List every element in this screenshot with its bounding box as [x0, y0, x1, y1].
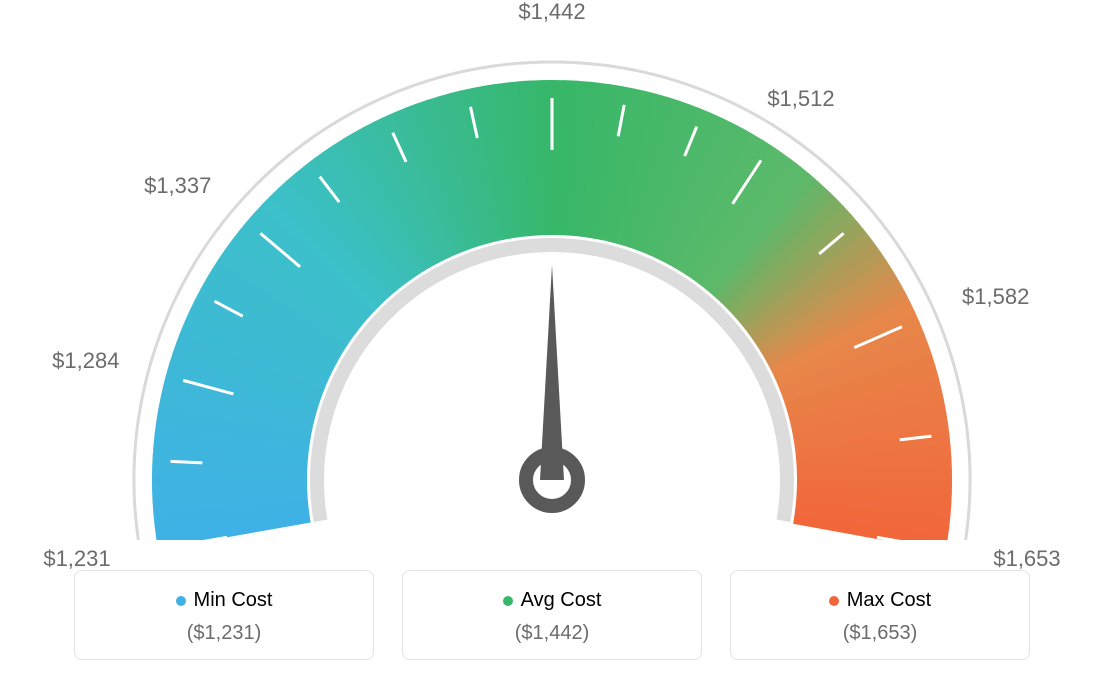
- gauge-tick-label: $1,653: [993, 546, 1060, 572]
- gauge-tick-label: $1,284: [52, 348, 119, 374]
- legend-card-min: Min Cost ($1,231): [74, 570, 374, 660]
- gauge-svg: [20, 20, 1084, 540]
- gauge-tick-label: $1,231: [43, 546, 110, 572]
- gauge-tick-label: $1,582: [962, 284, 1029, 310]
- gauge-tick-label: $1,442: [518, 0, 585, 25]
- legend-title-min: Min Cost: [85, 589, 363, 612]
- legend-value-min: ($1,231): [85, 622, 363, 645]
- legend-dot-max: [829, 596, 839, 606]
- legend-value-avg: ($1,442): [413, 622, 691, 645]
- legend-title-avg: Avg Cost: [413, 589, 691, 612]
- legend-title-max: Max Cost: [741, 589, 1019, 612]
- gauge-chart: $1,231$1,284$1,337$1,442$1,512$1,582$1,6…: [20, 20, 1084, 550]
- legend-dot-min: [176, 596, 186, 606]
- gauge-tick-label: $1,512: [767, 86, 834, 112]
- legend-value-max: ($1,653): [741, 622, 1019, 645]
- legend-card-avg: Avg Cost ($1,442): [402, 570, 702, 660]
- legend-dot-avg: [503, 596, 513, 606]
- legend-title-text: Avg Cost: [521, 589, 602, 611]
- legend-card-max: Max Cost ($1,653): [730, 570, 1030, 660]
- legend-row: Min Cost ($1,231) Avg Cost ($1,442) Max …: [20, 570, 1084, 660]
- legend-title-text: Min Cost: [194, 589, 273, 611]
- gauge-tick-label: $1,337: [144, 173, 211, 199]
- legend-title-text: Max Cost: [847, 589, 931, 611]
